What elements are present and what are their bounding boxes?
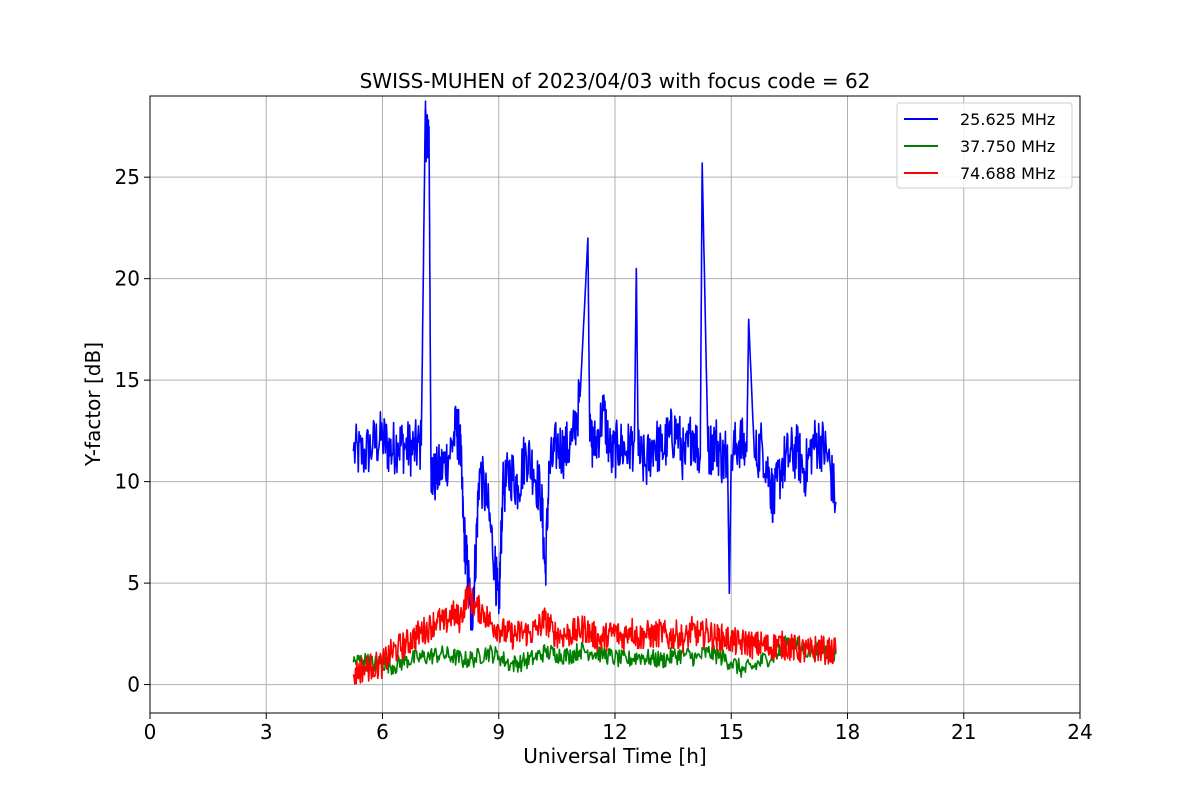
- y-axis-label: Y-factor [dB]: [81, 342, 105, 467]
- legend-label: 74.688 MHz: [960, 164, 1055, 183]
- x-axis-label: Universal Time [h]: [523, 744, 706, 768]
- x-tick-label: 24: [1067, 720, 1092, 744]
- y-tick-label: 25: [115, 165, 140, 189]
- x-tick-label: 12: [602, 720, 627, 744]
- x-tick-label: 15: [719, 720, 744, 744]
- series-line-0: [352, 100, 837, 631]
- legend-box: [896, 102, 1073, 189]
- x-tick-label: 9: [492, 720, 505, 744]
- x-tick-label: 18: [835, 720, 860, 744]
- y-tick-label: 10: [115, 470, 140, 494]
- y-tick-label: 20: [115, 267, 140, 291]
- x-tick-label: 6: [376, 720, 389, 744]
- series-line-1: [352, 635, 837, 678]
- legend-label: 37.750 MHz: [960, 137, 1055, 156]
- x-tick-label: 21: [951, 720, 976, 744]
- legend: 25.625 MHz 37.750 MHz 74.688 MHz: [896, 102, 1073, 189]
- x-tick-label: 0: [144, 720, 157, 744]
- y-tick-label: 15: [115, 368, 140, 392]
- x-tick-label: 3: [260, 720, 273, 744]
- y-tick-label: 0: [127, 673, 140, 697]
- legend-label: 25.625 MHz: [960, 110, 1055, 129]
- series-layer: [352, 100, 837, 685]
- chart-title: SWISS-MUHEN of 2023/04/03 with focus cod…: [360, 69, 871, 93]
- y-tick-label: 5: [127, 571, 140, 595]
- axis-ticks: 0 3 6 9 12 15 18 21 24 0 5 10 15 20 25: [115, 165, 1093, 744]
- series-line-2: [352, 583, 837, 685]
